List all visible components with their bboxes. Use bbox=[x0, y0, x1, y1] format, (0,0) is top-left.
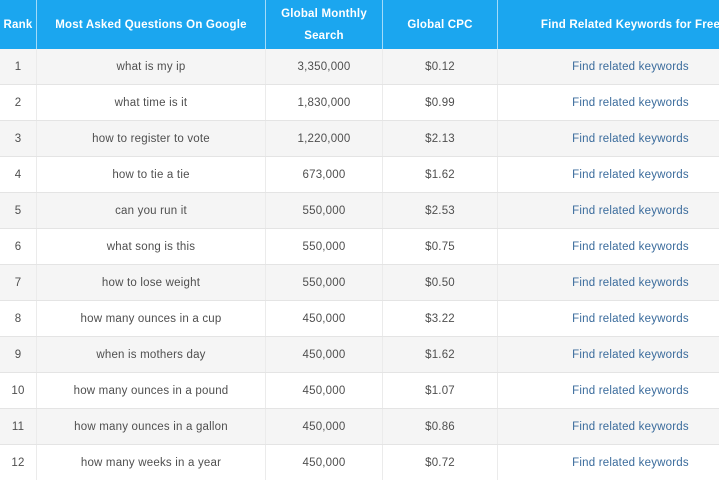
related-keywords-cell: Find related keywords bbox=[497, 85, 719, 120]
rank-cell: 5 bbox=[14, 204, 22, 217]
rank-cell: 3 bbox=[14, 132, 22, 145]
related-keywords-link[interactable]: Find related keywords bbox=[572, 384, 689, 397]
rank-cell: 12 bbox=[11, 456, 25, 469]
rank-cell: 8 bbox=[14, 312, 22, 325]
search-volume-cell: 1,220,000 bbox=[265, 121, 382, 156]
question-cell: what time is it bbox=[36, 85, 265, 120]
cpc-cell: $0.75 bbox=[382, 229, 497, 264]
question-cell: how to tie a tie bbox=[36, 157, 265, 192]
related-keywords-cell: Find related keywords bbox=[497, 445, 719, 480]
rank-cell: 1 bbox=[14, 60, 22, 73]
question-cell: when is mothers day bbox=[36, 337, 265, 372]
table-row: 11 how many ounces in a gallon 450,000 $… bbox=[0, 409, 719, 445]
related-keywords-link[interactable]: Find related keywords bbox=[572, 168, 689, 181]
search-volume-cell: 450,000 bbox=[265, 373, 382, 408]
search-volume-cell: 550,000 bbox=[265, 265, 382, 300]
column-header-global-cpc: Global CPC bbox=[382, 0, 497, 49]
search-volume-cell: 450,000 bbox=[265, 301, 382, 336]
cpc-cell: $0.50 bbox=[382, 265, 497, 300]
question-cell: how many weeks in a year bbox=[36, 445, 265, 480]
search-volume-cell: 550,000 bbox=[265, 193, 382, 228]
question-cell: how many ounces in a pound bbox=[36, 373, 265, 408]
table-row: 3 how to register to vote 1,220,000 $2.1… bbox=[0, 121, 719, 157]
search-volume-cell: 3,350,000 bbox=[265, 49, 382, 84]
table-row: 1 what is my ip 3,350,000 $0.12 Find rel… bbox=[0, 49, 719, 85]
rank-cell: 7 bbox=[14, 276, 22, 289]
cpc-cell: $1.62 bbox=[382, 337, 497, 372]
table-row: 2 what time is it 1,830,000 $0.99 Find r… bbox=[0, 85, 719, 121]
search-volume-cell: 450,000 bbox=[265, 409, 382, 444]
column-header-global-monthly-search: Global Monthly Search bbox=[265, 0, 382, 49]
table-row: 12 how many weeks in a year 450,000 $0.7… bbox=[0, 445, 719, 480]
table-row: 10 how many ounces in a pound 450,000 $1… bbox=[0, 373, 719, 409]
table-row: 5 can you run it 550,000 $2.53 Find rela… bbox=[0, 193, 719, 229]
question-cell: how to register to vote bbox=[36, 121, 265, 156]
search-volume-cell: 1,830,000 bbox=[265, 85, 382, 120]
cpc-cell: $1.62 bbox=[382, 157, 497, 192]
cpc-cell: $0.99 bbox=[382, 85, 497, 120]
question-cell: how to lose weight bbox=[36, 265, 265, 300]
related-keywords-cell: Find related keywords bbox=[497, 337, 719, 372]
table-row: 7 how to lose weight 550,000 $0.50 Find … bbox=[0, 265, 719, 301]
related-keywords-link[interactable]: Find related keywords bbox=[572, 96, 689, 109]
related-keywords-cell: Find related keywords bbox=[497, 193, 719, 228]
table-row: 9 when is mothers day 450,000 $1.62 Find… bbox=[0, 337, 719, 373]
related-keywords-link[interactable]: Find related keywords bbox=[572, 456, 689, 469]
cpc-cell: $0.72 bbox=[382, 445, 497, 480]
search-volume-cell: 450,000 bbox=[265, 337, 382, 372]
column-header-questions: Most Asked Questions On Google bbox=[36, 0, 265, 49]
table-header-row: Rank Most Asked Questions On Google Glob… bbox=[0, 0, 719, 49]
cpc-cell: $1.07 bbox=[382, 373, 497, 408]
question-cell: how many ounces in a cup bbox=[36, 301, 265, 336]
table-row: 6 what song is this 550,000 $0.75 Find r… bbox=[0, 229, 719, 265]
related-keywords-cell: Find related keywords bbox=[497, 409, 719, 444]
rank-cell: 2 bbox=[14, 96, 22, 109]
related-keywords-link[interactable]: Find related keywords bbox=[572, 312, 689, 325]
related-keywords-link[interactable]: Find related keywords bbox=[572, 204, 689, 217]
rank-cell: 9 bbox=[14, 348, 22, 361]
cpc-cell: $2.13 bbox=[382, 121, 497, 156]
related-keywords-cell: Find related keywords bbox=[497, 157, 719, 192]
related-keywords-link[interactable]: Find related keywords bbox=[572, 348, 689, 361]
related-keywords-cell: Find related keywords bbox=[497, 229, 719, 264]
related-keywords-link[interactable]: Find related keywords bbox=[572, 132, 689, 145]
search-volume-cell: 673,000 bbox=[265, 157, 382, 192]
cpc-cell: $0.86 bbox=[382, 409, 497, 444]
question-cell: what is my ip bbox=[36, 49, 265, 84]
related-keywords-link[interactable]: Find related keywords bbox=[572, 420, 689, 433]
related-keywords-link[interactable]: Find related keywords bbox=[572, 240, 689, 253]
rank-cell: 6 bbox=[14, 240, 22, 253]
rank-cell: 4 bbox=[14, 168, 22, 181]
column-header-rank: Rank bbox=[3, 18, 33, 31]
related-keywords-link[interactable]: Find related keywords bbox=[572, 60, 689, 73]
question-cell: how many ounces in a gallon bbox=[36, 409, 265, 444]
cpc-cell: $2.53 bbox=[382, 193, 497, 228]
related-keywords-cell: Find related keywords bbox=[497, 301, 719, 336]
rank-cell: 10 bbox=[11, 384, 25, 397]
cpc-cell: $3.22 bbox=[382, 301, 497, 336]
table-row: 4 how to tie a tie 673,000 $1.62 Find re… bbox=[0, 157, 719, 193]
related-keywords-link[interactable]: Find related keywords bbox=[572, 276, 689, 289]
question-cell: can you run it bbox=[36, 193, 265, 228]
table-body: 1 what is my ip 3,350,000 $0.12 Find rel… bbox=[0, 49, 719, 480]
related-keywords-cell: Find related keywords bbox=[497, 265, 719, 300]
column-header-find-related-keywords: Find Related Keywords for Free bbox=[497, 0, 719, 49]
related-keywords-cell: Find related keywords bbox=[497, 121, 719, 156]
related-keywords-cell: Find related keywords bbox=[497, 49, 719, 84]
search-volume-cell: 450,000 bbox=[265, 445, 382, 480]
question-cell: what song is this bbox=[36, 229, 265, 264]
cpc-cell: $0.12 bbox=[382, 49, 497, 84]
table-row: 8 how many ounces in a cup 450,000 $3.22… bbox=[0, 301, 719, 337]
rank-cell: 11 bbox=[11, 420, 25, 433]
related-keywords-cell: Find related keywords bbox=[497, 373, 719, 408]
search-volume-cell: 550,000 bbox=[265, 229, 382, 264]
